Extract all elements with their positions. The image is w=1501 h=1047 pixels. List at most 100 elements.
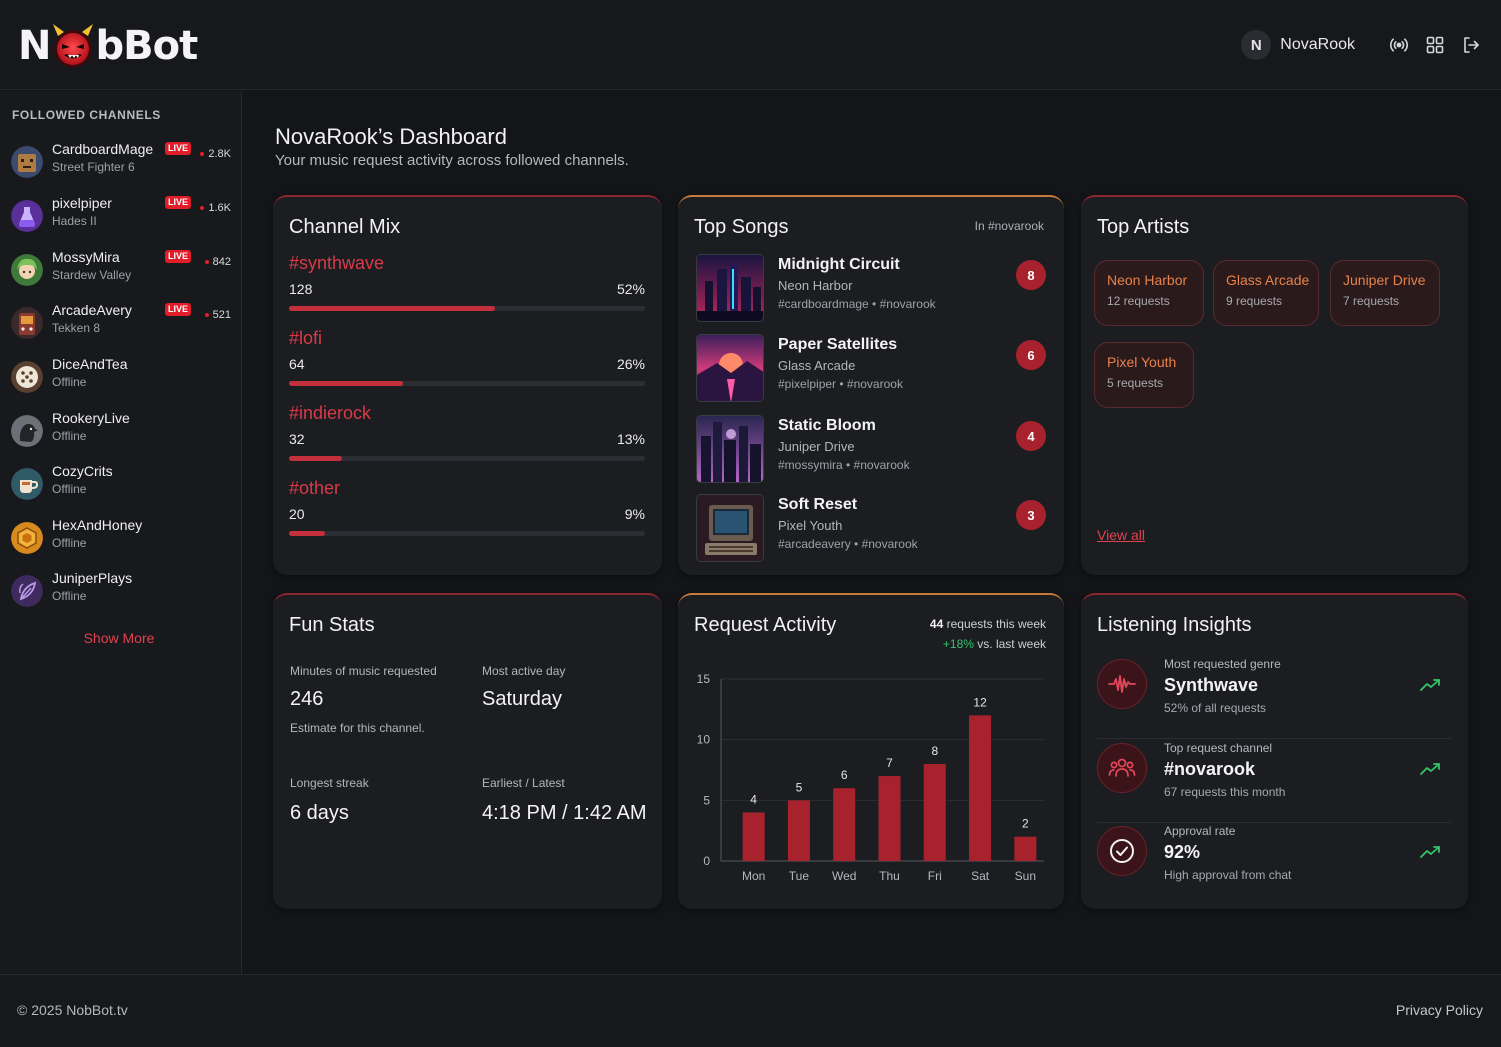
channel-item-cozycrits[interactable]: CozyCrits Offline	[10, 462, 235, 506]
channel-status: Offline	[52, 589, 87, 603]
minutes-note: Estimate for this channel.	[290, 721, 425, 735]
bar-value-label: 8	[931, 744, 938, 758]
username[interactable]: NovaRook	[1280, 36, 1355, 53]
insight-row-genre: Most requested genre Synthwave 52% of al…	[1097, 657, 1451, 739]
page-title: NovaRook’s Dashboard	[275, 124, 507, 149]
song-artist: Pixel Youth	[778, 518, 843, 533]
user-avatar[interactable]: N	[1241, 30, 1272, 60]
check-circle-icon	[1097, 826, 1147, 876]
x-tick-label: Mon	[742, 869, 765, 883]
channel-name: CozyCrits	[52, 463, 113, 479]
bar-value-label: 5	[796, 780, 803, 794]
weekly-request-text: requests this week	[946, 617, 1046, 631]
channel-avatar	[11, 146, 43, 178]
x-tick-label: Thu	[879, 869, 900, 883]
users-icon	[1097, 743, 1147, 793]
mix-tag[interactable]: #indierock	[289, 403, 372, 423]
mix-count: 128	[289, 281, 313, 297]
x-tick-label: Sat	[971, 869, 990, 883]
show-more-link[interactable]: Show More	[83, 630, 155, 646]
insight-label: Most requested genre	[1164, 657, 1281, 671]
channel-item-diceandtea[interactable]: DiceAndTea Offline	[10, 355, 235, 399]
insight-note: 52% of all requests	[1164, 701, 1267, 715]
song-row[interactable]: Midnight Circuit Neon Harbor #cardboardm…	[696, 254, 1048, 324]
mix-item: #other 20 9%	[289, 478, 645, 552]
view-all-link[interactable]: View all	[1097, 527, 1145, 543]
channel-status: Stardew Valley	[52, 268, 132, 282]
mix-tag[interactable]: #synthwave	[289, 253, 385, 273]
insight-row-channel: Top request channel #novarook 67 request…	[1097, 741, 1451, 823]
viewer-count: 1.6K	[200, 202, 231, 214]
sidebar: FOLLOWED CHANNELS CardboardMage Street F…	[0, 91, 242, 974]
y-tick-label: 10	[697, 733, 711, 747]
mix-progress-fill	[289, 531, 325, 536]
mix-progress-track	[289, 531, 645, 536]
mix-progress-fill	[289, 456, 343, 461]
insight-note: High approval from chat	[1164, 868, 1292, 882]
channel-status: Offline	[52, 375, 87, 389]
mix-item: #indierock 32 13%	[289, 403, 645, 477]
request-count-badge: 6	[1016, 340, 1046, 370]
artist-chip[interactable]: Neon Harbor 12 requests	[1094, 260, 1204, 326]
page-subtitle: Your music request activity across follo…	[275, 152, 629, 169]
artist-chip[interactable]: Glass Arcade 9 requests	[1213, 260, 1319, 326]
channel-item-hexandhoney[interactable]: HexAndHoney Offline	[10, 516, 235, 560]
song-row[interactable]: Soft Reset Pixel Youth #arcadeavery • #n…	[696, 494, 1048, 564]
channel-name: MossyMira	[52, 249, 120, 265]
song-row[interactable]: Paper Satellites Glass Arcade #pixelpipe…	[696, 334, 1048, 404]
trend-up-icon	[1419, 761, 1441, 782]
artist-chip[interactable]: Pixel Youth 5 requests	[1094, 342, 1194, 408]
song-artist: Juniper Drive	[778, 439, 855, 454]
mix-percent: 9%	[624, 506, 645, 522]
y-tick-label: 5	[703, 793, 710, 807]
mix-progress-fill	[289, 381, 403, 386]
channel-item-mossymira[interactable]: MossyMira Stardew Valley LIVE 842	[10, 248, 235, 292]
user-area: N NovaRook	[1241, 28, 1481, 62]
viewer-count: 2.8K	[200, 148, 231, 160]
privacy-policy-link[interactable]: Privacy Policy	[1395, 1002, 1483, 1018]
channel-avatar	[11, 415, 43, 447]
song-title: Soft Reset	[778, 496, 858, 513]
bar	[923, 763, 946, 861]
mix-tag[interactable]: #other	[289, 478, 341, 498]
bar	[787, 800, 810, 861]
channel-item-juniperplays[interactable]: JuniperPlays Offline	[10, 569, 235, 613]
channel-avatar	[11, 200, 43, 232]
logo-text-left: N	[18, 23, 51, 69]
song-artist: Glass Arcade	[778, 358, 856, 373]
channel-status: Offline	[52, 482, 87, 496]
mix-count: 32	[289, 431, 305, 447]
fun-stats-card: Fun Stats Minutes of music requested 246…	[273, 593, 662, 909]
channel-avatar	[11, 254, 43, 286]
mix-tag[interactable]: #lofi	[289, 328, 323, 348]
card-title: Top Artists	[1097, 216, 1190, 238]
times-value: 4:18 PM / 1:42 AM	[482, 802, 647, 824]
mix-item: #synthwave 128 52%	[289, 253, 645, 327]
grid-icon[interactable]	[1425, 35, 1445, 55]
active-day-value: Saturday	[482, 688, 563, 710]
bar-value-label: 7	[886, 756, 893, 770]
mix-count: 64	[289, 356, 305, 372]
channel-avatar	[11, 307, 43, 339]
song-row[interactable]: Static Bloom Juniper Drive #mossymira • …	[696, 415, 1048, 485]
viewer-count: 842	[204, 256, 231, 268]
minutes-value: 246	[290, 688, 324, 710]
nobbot-logo[interactable]: N bBot	[18, 14, 198, 78]
channel-name: DiceAndTea	[52, 356, 128, 372]
channel-name: JuniperPlays	[52, 570, 133, 586]
channel-item-rookerylive[interactable]: RookeryLive Offline	[10, 409, 235, 453]
artist-chip[interactable]: Juniper Drive 7 requests	[1330, 260, 1440, 326]
broadcast-icon[interactable]	[1389, 35, 1409, 55]
channel-name: RookeryLive	[52, 410, 130, 426]
insight-label: Approval rate	[1164, 824, 1236, 838]
song-title: Static Bloom	[778, 417, 876, 434]
request-activity-chart: 0 5 10 15 4 Mon 5 Tue 6 Wed 7 Thu 8 Fri 12 Sat 2 Sun	[697, 672, 1044, 883]
request-activity-card: Request Activity 44 requests this week +…	[678, 593, 1064, 909]
logo-text-right: bBot	[95, 23, 198, 69]
channel-item-cardboardmage[interactable]: CardboardMage Street Fighter 6 LIVE 2.8K	[10, 140, 235, 184]
logout-icon[interactable]	[1461, 35, 1481, 55]
insight-value: 92%	[1164, 842, 1201, 862]
bar	[969, 715, 992, 861]
channel-item-pixelpiper[interactable]: pixelpiper Hades II LIVE 1.6K	[10, 194, 235, 238]
channel-item-arcadeavery[interactable]: ArcadeAvery Tekken 8 LIVE 521	[10, 301, 235, 345]
